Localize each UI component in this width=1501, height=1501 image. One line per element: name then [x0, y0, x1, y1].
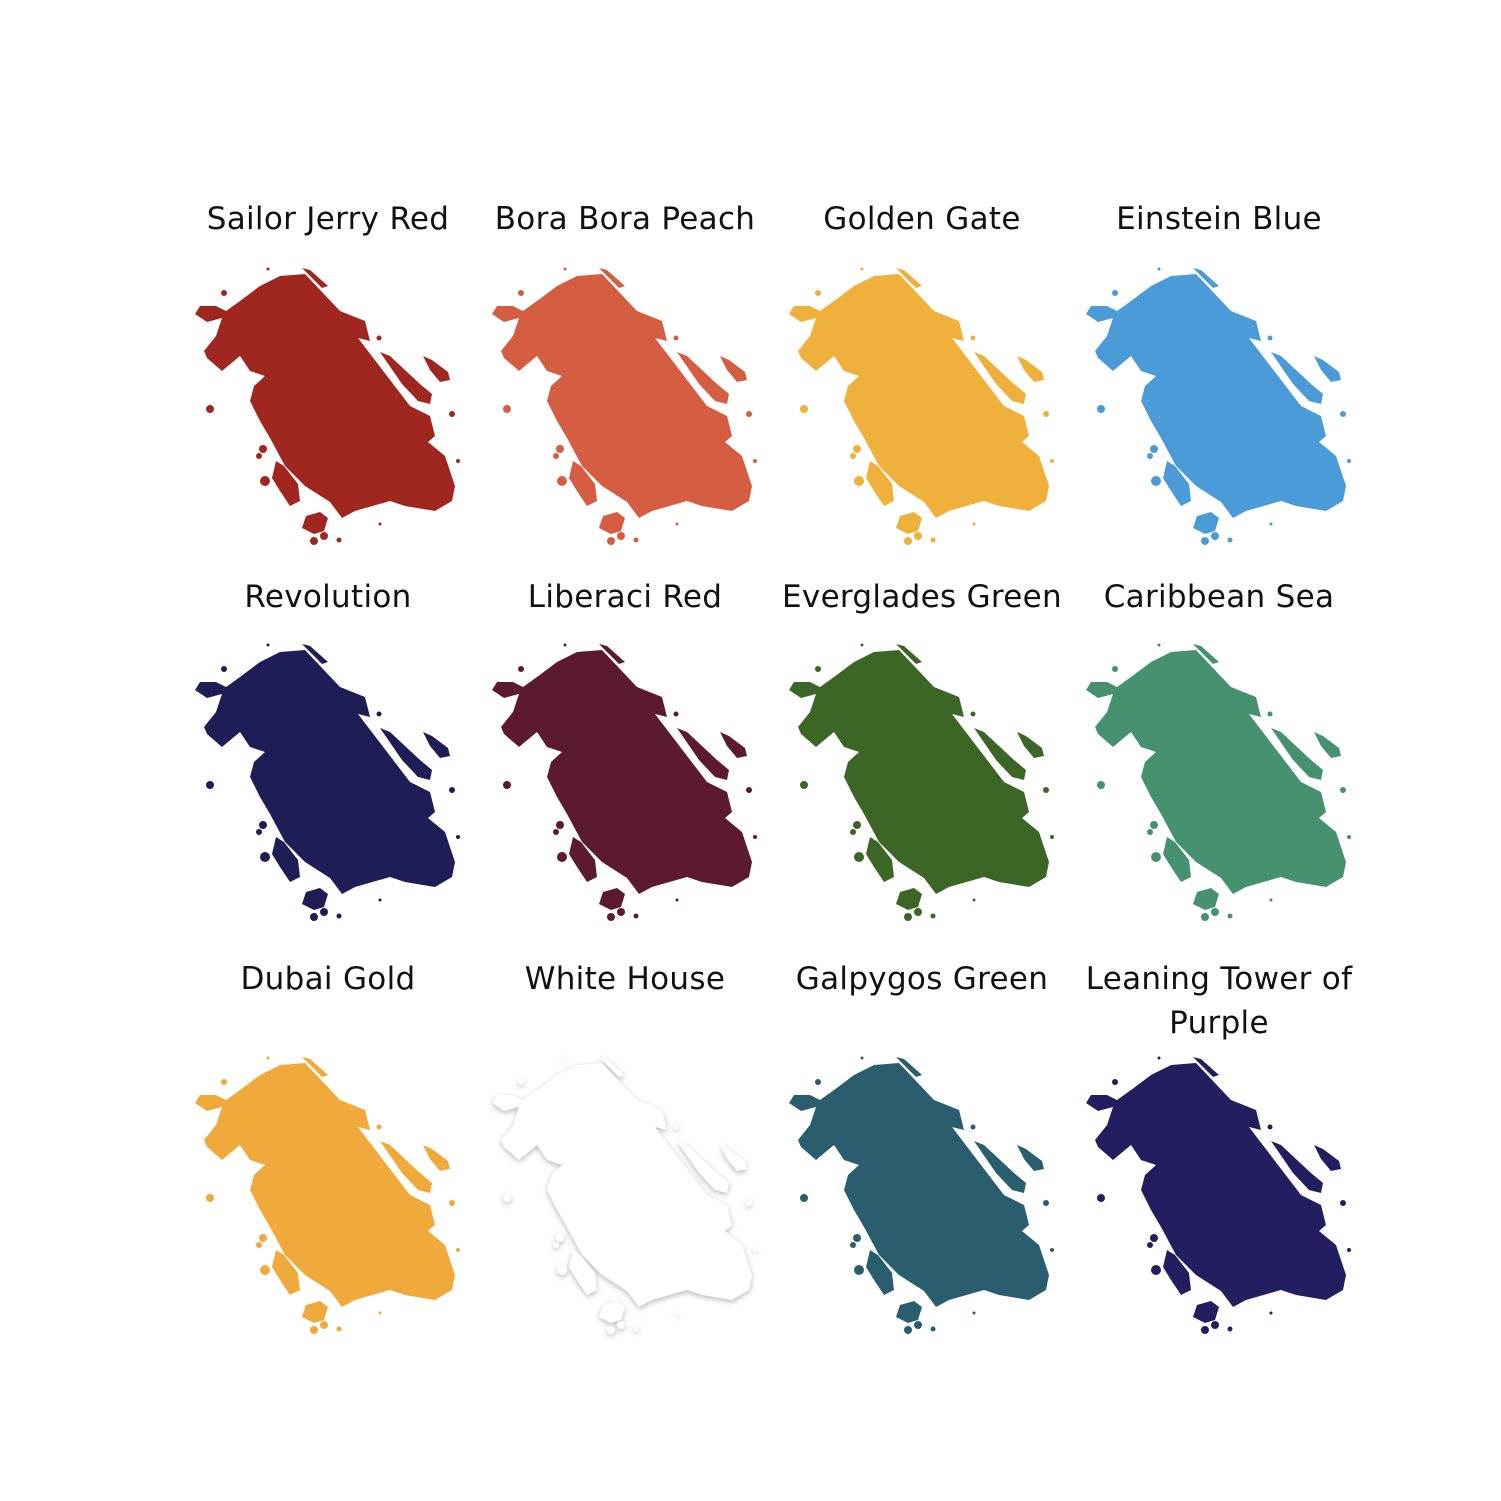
paint-splat — [180, 256, 470, 556]
swatch-label: Sailor Jerry Red — [206, 201, 450, 237]
paint-splat — [1071, 1045, 1361, 1345]
paint-splat-shape — [195, 1057, 460, 1335]
paint-splat — [477, 632, 767, 932]
swatch-label: Liberaci Red — [527, 579, 723, 615]
swatch-label: Golden Gate — [823, 201, 1021, 237]
paint-splat — [477, 256, 767, 556]
paint-splat-shape — [1086, 644, 1351, 922]
paint-splat-shape — [1086, 268, 1351, 546]
paint-splat-shape — [492, 268, 757, 546]
swatch-label: Revolution — [244, 579, 412, 615]
paint-splat-shape — [492, 1057, 757, 1335]
paint-splat — [774, 1045, 1064, 1345]
swatch-label: Everglades Green — [782, 579, 1062, 615]
paint-splat-shape — [789, 1057, 1054, 1335]
swatch-label: Einstein Blue — [1116, 201, 1322, 237]
paint-splat-shape — [492, 644, 757, 922]
paint-splat — [477, 1045, 767, 1345]
paint-splat-shape — [789, 268, 1054, 546]
paint-splat-shape — [1086, 1057, 1351, 1335]
paint-splat — [180, 1045, 470, 1345]
paint-splat-shape — [195, 268, 460, 546]
paint-splat-shape — [789, 644, 1054, 922]
swatch-label: White House — [524, 961, 726, 997]
paint-splat-shape — [195, 644, 460, 922]
paint-splat — [1071, 256, 1361, 556]
swatch-label: Bora Bora Peach — [494, 201, 756, 237]
paint-splat — [774, 632, 1064, 932]
swatch-label: Caribbean Sea — [1103, 579, 1335, 615]
paint-splat — [1071, 632, 1361, 932]
swatch-label: Galpygos Green — [795, 961, 1049, 997]
swatch-label: Dubai Gold — [240, 961, 416, 997]
paint-splat — [774, 256, 1064, 556]
paint-splat — [180, 632, 470, 932]
swatch-label: Leaning Tower of Purple — [1085, 961, 1353, 1041]
